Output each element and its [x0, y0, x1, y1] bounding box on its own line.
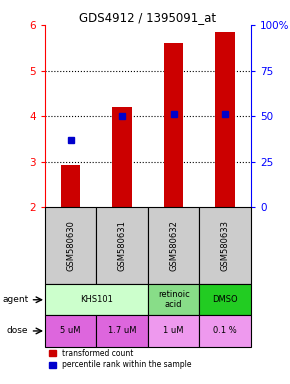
- Bar: [45, 284, 148, 315]
- Text: 1 uM: 1 uM: [163, 326, 184, 336]
- Bar: [164, 43, 183, 207]
- Bar: [61, 165, 80, 207]
- Text: GSM580632: GSM580632: [169, 220, 178, 271]
- Text: GSM580630: GSM580630: [66, 220, 75, 271]
- Text: retinoic
acid: retinoic acid: [158, 290, 189, 309]
- Bar: [113, 107, 132, 207]
- Bar: [200, 315, 251, 347]
- Bar: [96, 315, 148, 347]
- Text: 0.1 %: 0.1 %: [213, 326, 237, 336]
- Bar: [148, 315, 199, 347]
- Title: GDS4912 / 1395091_at: GDS4912 / 1395091_at: [79, 11, 216, 24]
- Text: DMSO: DMSO: [212, 295, 238, 304]
- Bar: [200, 284, 251, 315]
- Bar: [148, 284, 199, 315]
- Text: 5 uM: 5 uM: [60, 326, 81, 336]
- Legend: transformed count, percentile rank within the sample: transformed count, percentile rank withi…: [49, 349, 191, 369]
- Bar: [96, 207, 148, 284]
- Bar: [45, 315, 96, 347]
- Bar: [45, 207, 96, 284]
- Text: KHS101: KHS101: [80, 295, 113, 304]
- Bar: [215, 32, 235, 207]
- Text: 1.7 uM: 1.7 uM: [108, 326, 136, 336]
- Bar: [200, 207, 251, 284]
- Text: GSM580631: GSM580631: [118, 220, 127, 271]
- Text: agent: agent: [2, 295, 28, 304]
- Text: dose: dose: [7, 326, 28, 336]
- Text: GSM580633: GSM580633: [221, 220, 230, 271]
- Bar: [148, 207, 199, 284]
